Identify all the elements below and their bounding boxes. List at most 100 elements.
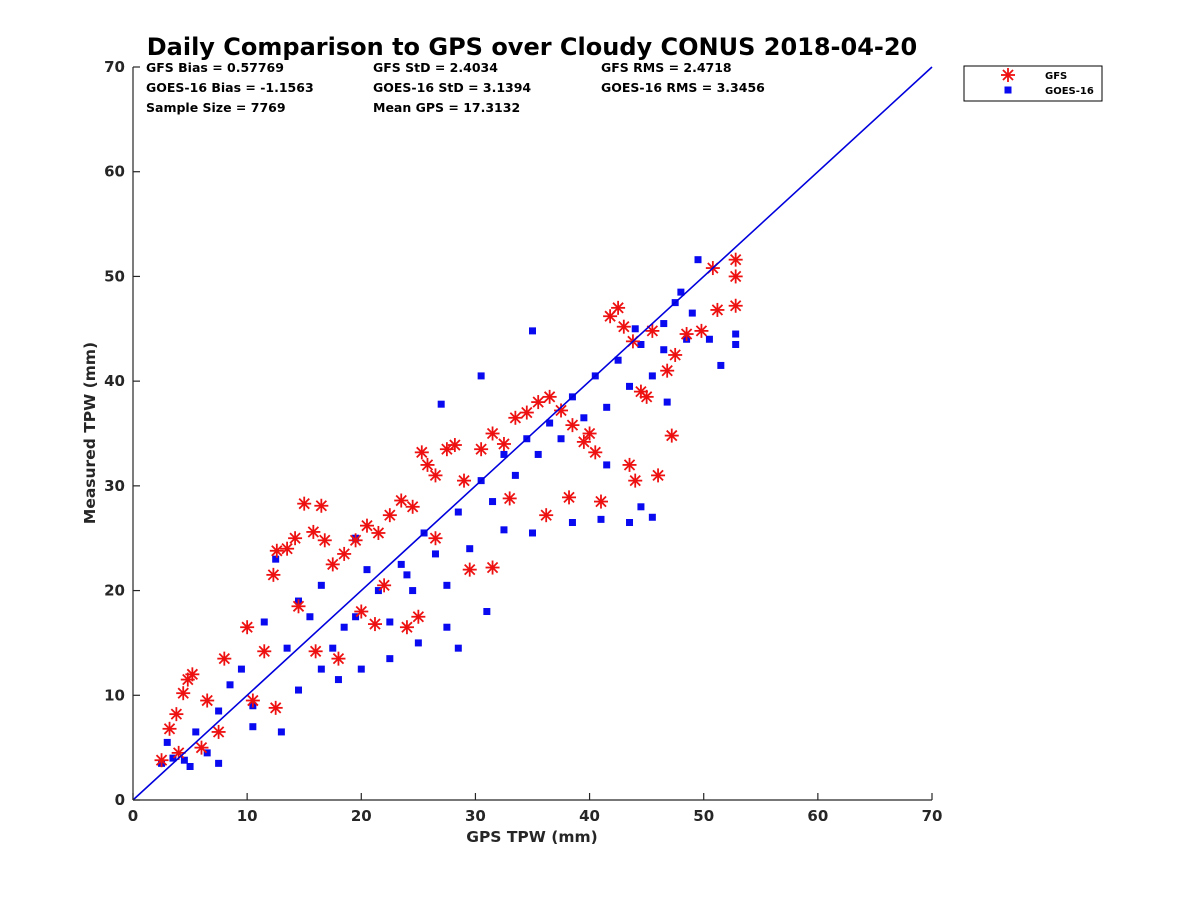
goes-16-point	[663, 398, 671, 406]
legend-goes-label: GOES-16	[1045, 86, 1094, 97]
gfs-point	[399, 620, 414, 635]
goes-16-point	[306, 613, 314, 621]
axes: 0 10 20 30 40 50 60 70 0 10 20 30 40 50 60 70	[104, 58, 942, 825]
gfs-point	[200, 693, 215, 708]
goes-16-point	[603, 461, 611, 469]
goes-16-point	[546, 419, 554, 427]
gfs-point	[728, 298, 743, 313]
gfs-point	[317, 533, 332, 548]
goes-16-point	[660, 346, 668, 354]
gfs-point	[291, 599, 306, 614]
goes-16-point	[529, 327, 536, 335]
gfs-point	[245, 693, 260, 708]
gfs-point	[508, 410, 523, 425]
x-tick-label: 60	[807, 807, 828, 825]
goes-16-point	[694, 256, 702, 264]
gfs-point	[331, 651, 346, 666]
gfs-point	[668, 347, 683, 362]
goes-16-point	[192, 728, 200, 736]
goes-16-point	[180, 756, 188, 764]
x-axis-ticks: 0 10 20 30 40 50 60 70	[128, 793, 943, 825]
goes-16-point	[580, 414, 588, 422]
gfs-point	[679, 327, 694, 342]
gfs-point	[367, 617, 382, 632]
goes-16-point	[529, 529, 536, 537]
gfs-point	[414, 445, 429, 460]
gfs-point	[485, 560, 500, 575]
goes-16-point	[688, 309, 696, 317]
gfs-point	[728, 252, 743, 267]
gfs-point	[325, 557, 340, 572]
gfs-point	[554, 403, 569, 418]
gfs-point	[651, 468, 666, 483]
goes-16-point	[277, 728, 285, 736]
gfs-point	[565, 418, 580, 433]
gfs-point	[611, 300, 626, 315]
gfs-point	[531, 395, 546, 410]
gfs-point	[457, 473, 472, 488]
stat-goes-std: GOES-16 StD = 3.1394	[373, 80, 531, 95]
gfs-point	[411, 609, 426, 624]
legend-gfs-marker	[1001, 68, 1015, 82]
gfs-point	[185, 667, 200, 682]
gfs-point	[710, 302, 725, 317]
goes-16-point	[511, 471, 519, 479]
gfs-point	[539, 508, 554, 523]
gfs-point	[280, 541, 295, 556]
stat-goes-bias: GOES-16 Bias = -1.1563	[146, 80, 314, 95]
legend-goes-marker	[1004, 86, 1012, 94]
goes-16-point	[637, 340, 645, 348]
gfs-point	[382, 508, 397, 523]
goes-16-point	[483, 608, 491, 616]
goes-16-point	[597, 515, 605, 523]
goes-16-point	[637, 503, 645, 511]
legend-goes-square	[1004, 86, 1012, 94]
x-tick-label: 50	[693, 807, 714, 825]
goes-16-point	[186, 762, 194, 770]
gfs-point	[308, 644, 323, 659]
gfs-point	[639, 389, 654, 404]
gfs-point	[542, 389, 557, 404]
gfs-point	[593, 494, 608, 509]
gfs-point	[268, 700, 283, 715]
goes-16-point	[414, 639, 422, 647]
goes-16-point	[295, 686, 303, 694]
goes-16-point	[340, 623, 348, 631]
gfs-point	[485, 426, 500, 441]
goes-16-point	[272, 555, 280, 563]
y-tick-label: 0	[115, 791, 125, 809]
x-tick-label: 20	[351, 807, 372, 825]
stat-goes-rms: GOES-16 RMS = 3.3456	[601, 80, 765, 95]
stat-gfs-bias: GFS Bias = 0.57769	[146, 60, 284, 75]
x-tick-label: 40	[579, 807, 600, 825]
stat-sample-size: Sample Size = 7769	[146, 100, 286, 115]
goes-16-point	[705, 335, 713, 343]
y-axis-label: Measured TPW (mm)	[81, 342, 99, 524]
gfs-point	[660, 363, 675, 378]
gfs-point	[462, 562, 477, 577]
gfs-point	[217, 651, 232, 666]
chart-title: Daily Comparison to GPS over Cloudy CONU…	[147, 33, 918, 61]
gfs-point	[588, 445, 603, 460]
legend: GFS GOES-16	[963, 65, 1103, 102]
goes-16-point	[500, 450, 508, 458]
goes-16-point	[437, 400, 445, 408]
goes-16-point	[648, 372, 656, 380]
legend-box	[963, 65, 1103, 102]
goes-16-point	[477, 372, 485, 380]
legend-gfs-asterisk	[1001, 68, 1015, 82]
goes-16-point	[732, 340, 740, 348]
stat-gfs-std: GFS StD = 2.4034	[373, 60, 498, 75]
y-tick-label: 20	[104, 582, 125, 600]
x-tick-label: 70	[922, 807, 943, 825]
gfs-point	[447, 438, 462, 453]
goes-16-point	[626, 382, 634, 390]
goes-16-point	[203, 749, 211, 757]
gfs-point	[576, 434, 591, 449]
goes-16-point	[397, 560, 405, 568]
goes-16-point	[317, 581, 325, 589]
gfs-point	[562, 490, 577, 505]
y-tick-label: 30	[104, 477, 125, 495]
goes-16-point	[260, 618, 268, 626]
